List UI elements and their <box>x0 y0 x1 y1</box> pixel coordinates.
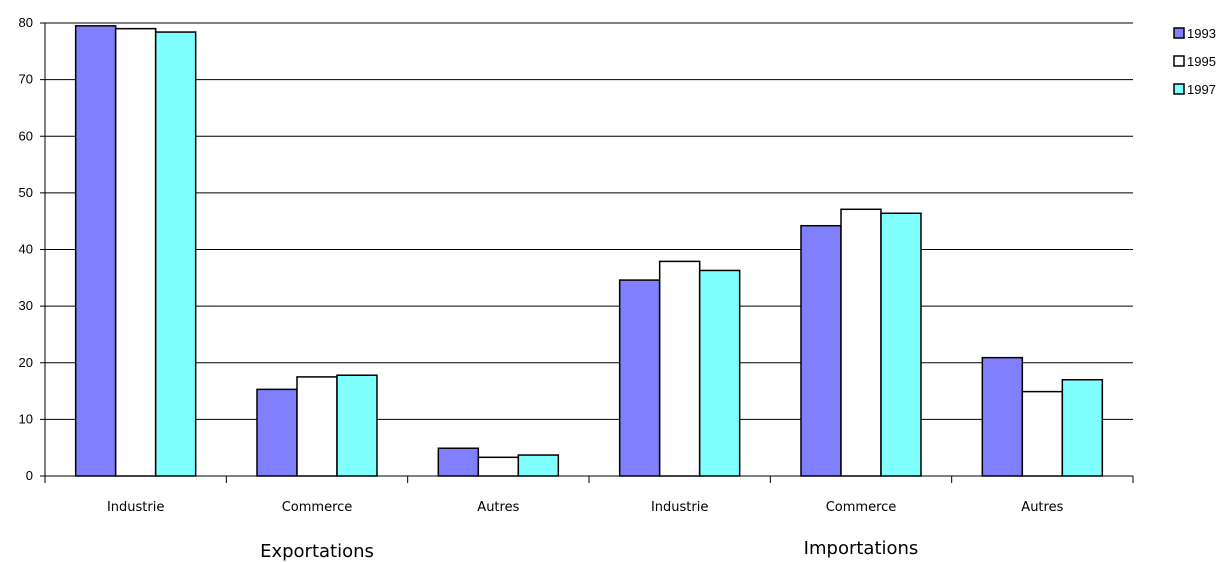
bar-1993-4 <box>800 224 842 477</box>
bar-1995-1 <box>296 376 338 477</box>
y-tick-label: 70 <box>19 72 33 87</box>
group-label: Importations <box>804 538 919 559</box>
group-label: Exportations <box>260 541 374 562</box>
bar-1995-3 <box>658 260 701 477</box>
y-tick-label: 30 <box>19 298 33 313</box>
bar-1997-4 <box>880 212 922 477</box>
x-tick-label: Autres <box>477 500 519 515</box>
bar-1993-5 <box>981 356 1024 477</box>
y-tick-label: 80 <box>19 15 33 30</box>
bar-1995-2 <box>477 456 520 477</box>
x-tick-label: Industrie <box>107 500 164 515</box>
bar-1997-5 <box>1061 378 1104 477</box>
bar-1993-0 <box>74 25 117 477</box>
y-tick-label: 0 <box>26 468 33 483</box>
bar-1993-3 <box>618 279 661 477</box>
y-tick-label: 20 <box>19 355 33 370</box>
legend-label: 1997 <box>1187 82 1216 97</box>
bar-1995-4 <box>840 208 882 477</box>
group-labels: Exportations Importations <box>260 538 918 562</box>
legend-label: 1995 <box>1187 54 1216 69</box>
bar-1997-0 <box>154 31 197 477</box>
legend-label: 1993 <box>1187 26 1216 41</box>
y-tick-label: 60 <box>19 128 33 143</box>
bar-1993-1 <box>256 388 298 477</box>
gridlines <box>45 22 1133 420</box>
y-tick-label: 40 <box>19 242 33 257</box>
legend-swatch <box>1173 27 1185 39</box>
bar-1995-0 <box>114 27 157 477</box>
legend-swatch <box>1173 83 1185 95</box>
y-tick-label: 50 <box>19 185 33 200</box>
x-tick-label: Industrie <box>651 500 708 515</box>
legend: 1993 1995 1997 <box>1173 26 1216 97</box>
bar-1997-3 <box>698 269 741 477</box>
bar-1997-2 <box>517 454 560 477</box>
y-tick-label: 10 <box>19 411 33 426</box>
x-tick-label: Commerce <box>826 500 897 515</box>
bar-1995-5 <box>1021 390 1064 477</box>
y-tick-labels: 0 10 20 30 40 50 60 70 80 <box>19 15 45 483</box>
bar-1993-2 <box>437 447 480 477</box>
bar-1997-1 <box>336 374 378 477</box>
x-tick-labels: Industrie Commerce Autres Industrie Commerce… <box>44 476 1134 515</box>
x-tick-label: Autres <box>1021 500 1063 515</box>
x-tick-label: Commerce <box>282 500 353 515</box>
bars <box>74 25 1104 477</box>
legend-swatch <box>1173 55 1185 67</box>
